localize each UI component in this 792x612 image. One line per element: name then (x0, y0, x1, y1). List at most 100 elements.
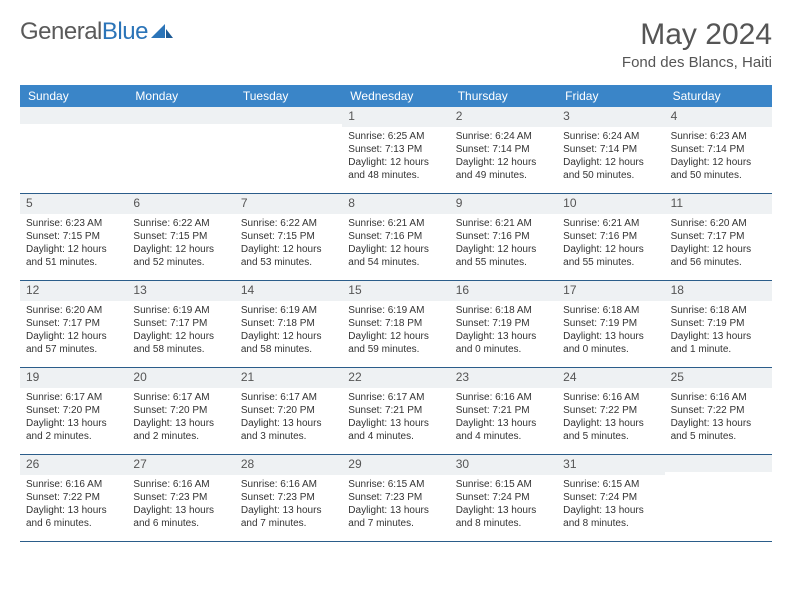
day-number-row (665, 455, 772, 472)
day-info-line: Daylight: 13 hours (133, 417, 228, 430)
day-info-line: Daylight: 12 hours (133, 330, 228, 343)
day-info-line: Sunrise: 6:20 AM (671, 217, 766, 230)
weekday-cell: Thursday (450, 85, 557, 107)
day-number-row: 15 (342, 281, 449, 301)
day-info-line: Sunset: 7:23 PM (348, 491, 443, 504)
day-number: 26 (26, 457, 39, 471)
weekday-cell: Monday (127, 85, 234, 107)
day-info-line: Daylight: 12 hours (133, 243, 228, 256)
day-number-row: 2 (450, 107, 557, 127)
day-number-row: 6 (127, 194, 234, 214)
day-cell (20, 107, 127, 193)
day-number: 6 (133, 196, 140, 210)
day-number: 15 (348, 283, 361, 297)
day-number: 19 (26, 370, 39, 384)
day-number-row: 21 (235, 368, 342, 388)
day-info-line: Daylight: 13 hours (456, 417, 551, 430)
day-info-line: and 52 minutes. (133, 256, 228, 269)
day-info-line: Sunrise: 6:16 AM (563, 391, 658, 404)
day-number-row: 27 (127, 455, 234, 475)
day-cell: 1Sunrise: 6:25 AMSunset: 7:13 PMDaylight… (342, 107, 449, 193)
day-info-line: Daylight: 13 hours (26, 417, 121, 430)
day-number-row: 28 (235, 455, 342, 475)
day-info-line: and 8 minutes. (563, 517, 658, 530)
day-cell: 6Sunrise: 6:22 AMSunset: 7:15 PMDaylight… (127, 194, 234, 280)
day-info-line: and 53 minutes. (241, 256, 336, 269)
day-info-line: Daylight: 12 hours (456, 156, 551, 169)
day-number: 17 (563, 283, 576, 297)
day-info-line: and 7 minutes. (241, 517, 336, 530)
day-info-line: Sunset: 7:23 PM (133, 491, 228, 504)
day-info-line: Sunset: 7:22 PM (671, 404, 766, 417)
day-cell: 28Sunrise: 6:16 AMSunset: 7:23 PMDayligh… (235, 455, 342, 541)
day-info-line: Daylight: 13 hours (671, 330, 766, 343)
day-number-row: 5 (20, 194, 127, 214)
day-cell: 18Sunrise: 6:18 AMSunset: 7:19 PMDayligh… (665, 281, 772, 367)
day-number: 10 (563, 196, 576, 210)
day-info-line: and 4 minutes. (348, 430, 443, 443)
day-number-row: 13 (127, 281, 234, 301)
day-info-line: Daylight: 12 hours (26, 330, 121, 343)
day-info-line: Daylight: 13 hours (563, 330, 658, 343)
day-info-line: Sunset: 7:24 PM (563, 491, 658, 504)
day-info-line: Sunset: 7:14 PM (671, 143, 766, 156)
day-number-row: 29 (342, 455, 449, 475)
day-number-row: 12 (20, 281, 127, 301)
day-number-row (235, 107, 342, 124)
week-row: 5Sunrise: 6:23 AMSunset: 7:15 PMDaylight… (20, 194, 772, 281)
day-cell: 19Sunrise: 6:17 AMSunset: 7:20 PMDayligh… (20, 368, 127, 454)
day-number: 16 (456, 283, 469, 297)
day-number-row: 18 (665, 281, 772, 301)
day-number-row: 8 (342, 194, 449, 214)
day-info-line: and 6 minutes. (26, 517, 121, 530)
day-number: 27 (133, 457, 146, 471)
day-info-line: and 5 minutes. (671, 430, 766, 443)
title-block: May 2024 Fond des Blancs, Haiti (622, 18, 772, 71)
day-info-line: and 5 minutes. (563, 430, 658, 443)
day-info-line: Sunrise: 6:16 AM (241, 478, 336, 491)
day-cell: 16Sunrise: 6:18 AMSunset: 7:19 PMDayligh… (450, 281, 557, 367)
weekday-cell: Saturday (665, 85, 772, 107)
day-number: 8 (348, 196, 355, 210)
day-info-line: Sunrise: 6:17 AM (26, 391, 121, 404)
day-info-line: and 50 minutes. (563, 169, 658, 182)
day-info-line: Daylight: 12 hours (348, 243, 443, 256)
day-info-line: Sunrise: 6:16 AM (133, 478, 228, 491)
day-cell: 11Sunrise: 6:20 AMSunset: 7:17 PMDayligh… (665, 194, 772, 280)
day-info-line: Daylight: 12 hours (348, 330, 443, 343)
day-number: 23 (456, 370, 469, 384)
day-info-line: Daylight: 12 hours (241, 330, 336, 343)
day-info-line: Sunset: 7:17 PM (26, 317, 121, 330)
weekday-cell: Sunday (20, 85, 127, 107)
day-info-line: Sunrise: 6:18 AM (671, 304, 766, 317)
day-info-line: Daylight: 13 hours (563, 417, 658, 430)
day-cell: 30Sunrise: 6:15 AMSunset: 7:24 PMDayligh… (450, 455, 557, 541)
day-number-row (20, 107, 127, 124)
day-info-line: Sunrise: 6:17 AM (133, 391, 228, 404)
day-number: 3 (563, 109, 570, 123)
day-info-line: Sunrise: 6:16 AM (456, 391, 551, 404)
day-cell: 10Sunrise: 6:21 AMSunset: 7:16 PMDayligh… (557, 194, 664, 280)
weeks-container: 1Sunrise: 6:25 AMSunset: 7:13 PMDaylight… (20, 107, 772, 542)
day-info-line: and 0 minutes. (456, 343, 551, 356)
day-info-line: Sunset: 7:16 PM (456, 230, 551, 243)
day-number-row: 31 (557, 455, 664, 475)
day-number: 9 (456, 196, 463, 210)
day-info-line: Daylight: 12 hours (563, 243, 658, 256)
day-info-line: Sunrise: 6:22 AM (241, 217, 336, 230)
day-info-line: Sunset: 7:15 PM (26, 230, 121, 243)
day-info-line: Sunset: 7:16 PM (563, 230, 658, 243)
day-number: 21 (241, 370, 254, 384)
day-info-line: Daylight: 12 hours (671, 243, 766, 256)
day-info-line: Sunset: 7:24 PM (456, 491, 551, 504)
day-info-line: Sunrise: 6:23 AM (671, 130, 766, 143)
day-info-line: and 49 minutes. (456, 169, 551, 182)
day-info-line: Daylight: 13 hours (241, 504, 336, 517)
day-info-line: and 2 minutes. (133, 430, 228, 443)
day-number: 24 (563, 370, 576, 384)
day-number: 29 (348, 457, 361, 471)
day-info-line: Daylight: 12 hours (26, 243, 121, 256)
day-info-line: and 1 minute. (671, 343, 766, 356)
day-info-line: Sunrise: 6:18 AM (456, 304, 551, 317)
weekday-cell: Friday (557, 85, 664, 107)
